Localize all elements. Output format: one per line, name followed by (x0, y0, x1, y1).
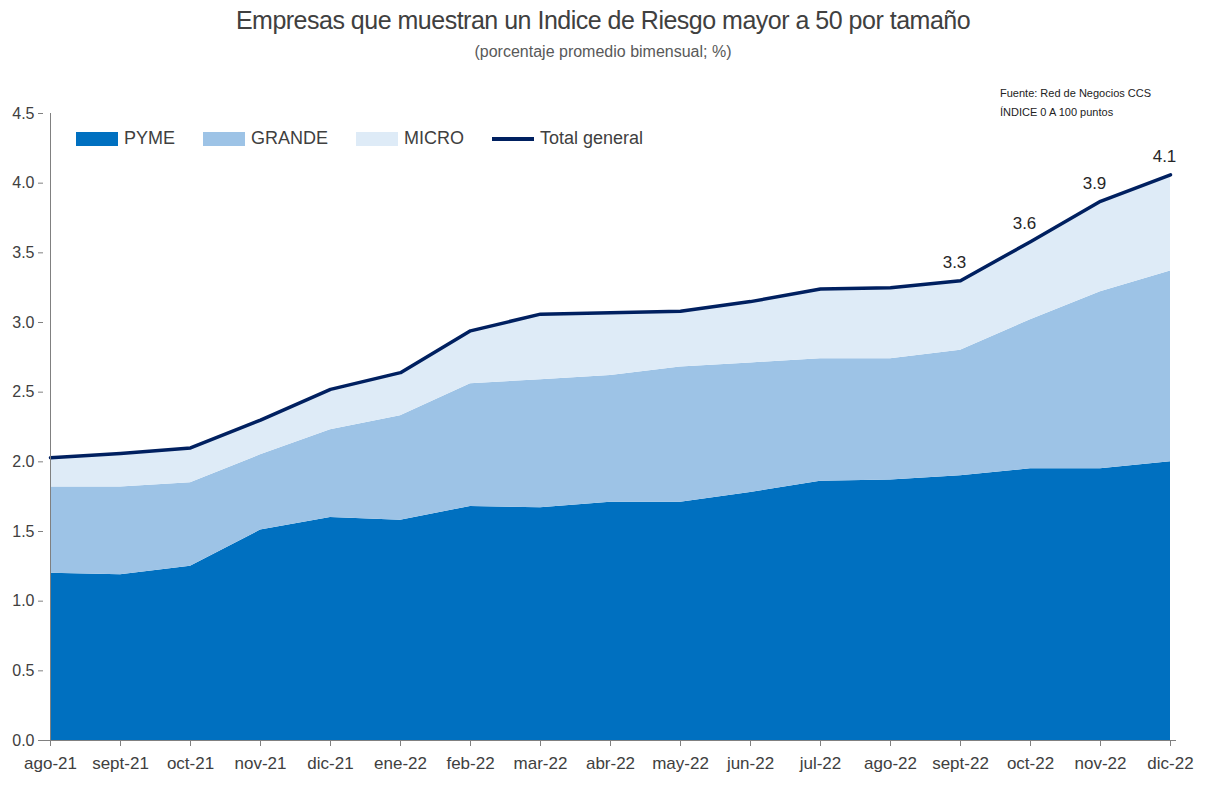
svg-text:3.5: 3.5 (12, 244, 34, 261)
svg-text:ene-22: ene-22 (374, 754, 427, 773)
svg-text:2.5: 2.5 (12, 383, 34, 400)
svg-text:jul-22: jul-22 (799, 754, 842, 773)
svg-text:feb-22: feb-22 (446, 754, 494, 773)
html-text:Fuente: Red de Negocios CCS: Fuente: Red de Negocios CCS (1000, 87, 1151, 99)
svg-text:may-22: may-22 (652, 754, 709, 773)
svg-text:sept-22: sept-22 (932, 754, 989, 773)
svg-text:0.5: 0.5 (12, 662, 34, 679)
html-text:ÍNDICE 0 A 100 puntos: ÍNDICE 0 A 100 puntos (1000, 106, 1114, 118)
svg-text:dic-22: dic-22 (1147, 754, 1193, 773)
html-text:Total general: Total general (540, 128, 644, 148)
svg-text:nov-21: nov-21 (235, 754, 287, 773)
html-text:GRANDE: GRANDE (251, 128, 328, 148)
svg-text:3.0: 3.0 (12, 314, 34, 331)
svg-text:oct-21: oct-21 (167, 754, 214, 773)
svg-text:2.0: 2.0 (12, 453, 34, 470)
svg-text:1.0: 1.0 (12, 592, 34, 609)
svg-text:mar-22: mar-22 (514, 754, 568, 773)
svg-text:oct-22: oct-22 (1007, 754, 1054, 773)
svg-text:ago-21: ago-21 (24, 754, 77, 773)
svg-text:dic-21: dic-21 (307, 754, 353, 773)
svg-text:3.9: 3.9 (1083, 174, 1107, 193)
svg-text:0.0: 0.0 (12, 732, 34, 749)
html-text:(porcentaje promedio bimensual: (porcentaje promedio bimensual; %) (474, 43, 732, 60)
svg-text:3.6: 3.6 (1013, 214, 1037, 233)
svg-text:1.5: 1.5 (12, 523, 34, 540)
html-text:Empresas que muestran un Indic: Empresas que muestran un Indice de Riesg… (235, 6, 971, 34)
svg-text:sept-21: sept-21 (92, 754, 149, 773)
svg-text:jun-22: jun-22 (726, 754, 774, 773)
svg-text:4.1: 4.1 (1153, 147, 1177, 166)
svg-text:4.0: 4.0 (12, 174, 34, 191)
svg-text:nov-22: nov-22 (1075, 754, 1127, 773)
svg-text:ago-22: ago-22 (864, 754, 917, 773)
html-text:MICRO: MICRO (404, 128, 464, 148)
svg-text:4.5: 4.5 (12, 105, 34, 122)
svg-text:abr-22: abr-22 (586, 754, 635, 773)
svg-text:3.3: 3.3 (943, 253, 967, 272)
html-text:PYME: PYME (124, 128, 175, 148)
